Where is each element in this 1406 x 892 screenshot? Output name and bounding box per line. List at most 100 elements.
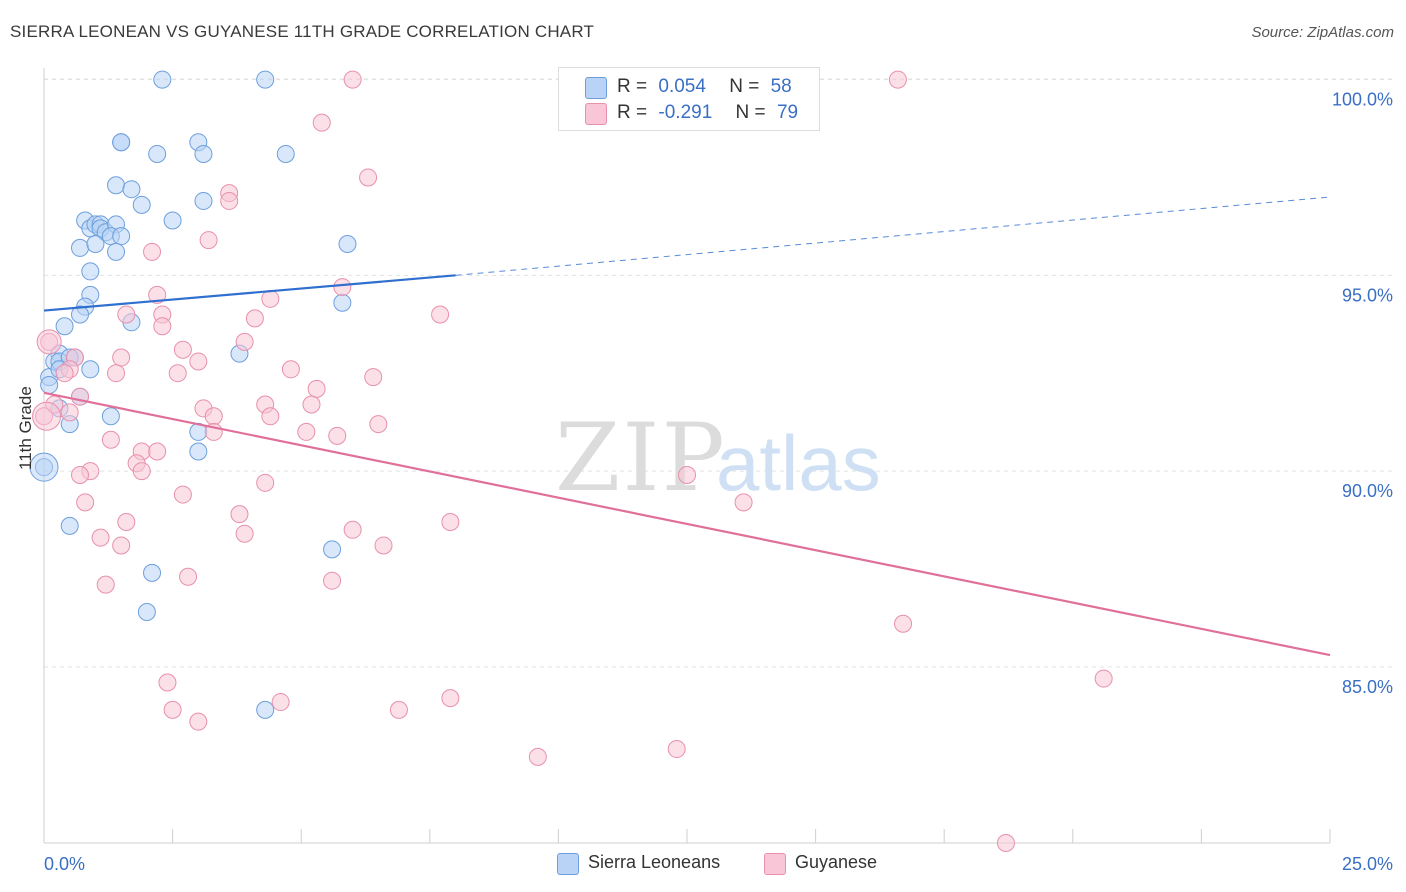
data-point (528, 747, 547, 766)
data-point (86, 235, 105, 254)
data-point (107, 364, 126, 383)
data-point (245, 309, 264, 328)
data-point (256, 70, 275, 89)
data-point (158, 673, 177, 692)
data-point (894, 614, 913, 633)
y-tick-label: 85.0% (1342, 677, 1393, 697)
data-point (132, 195, 151, 214)
data-point (194, 144, 213, 163)
data-point (194, 191, 213, 210)
data-point (678, 465, 696, 484)
data-point (148, 285, 167, 304)
chart-title: SIERRA LEONEAN VS GUYANESE 11TH GRADE CO… (10, 22, 595, 41)
data-point (189, 712, 208, 731)
data-point (189, 442, 208, 461)
data-point (107, 176, 126, 195)
data-point (71, 305, 90, 324)
data-point (112, 536, 131, 555)
data-point (163, 700, 182, 719)
data-point (220, 191, 239, 210)
data-point (338, 235, 357, 254)
legend-r-value: -0.291 (658, 102, 713, 123)
data-point (91, 528, 110, 547)
data-point (204, 407, 223, 426)
data-point (441, 512, 460, 531)
data-point (179, 567, 198, 586)
grid-lines (44, 78, 1392, 668)
data-point (328, 426, 347, 445)
data-point (112, 348, 131, 367)
data-point (117, 512, 136, 531)
source-label: Source: ZipAtlas.com (1251, 24, 1394, 41)
y-tick-label: 100.0% (1332, 90, 1393, 110)
data-point (256, 473, 275, 492)
data-point (302, 395, 321, 414)
data-point (312, 113, 331, 132)
data-point (323, 571, 342, 590)
legend-r-label: R = (617, 102, 648, 123)
watermark: ZIP atlas (555, 404, 881, 513)
data-point (323, 540, 342, 559)
data-point (81, 360, 100, 379)
data-point (148, 144, 167, 163)
legend-swatch-blue (557, 853, 579, 875)
legend-n-value: 79 (776, 102, 799, 123)
data-point (163, 211, 182, 230)
data-point (148, 442, 167, 461)
data-point (60, 516, 79, 535)
data-point (137, 603, 156, 622)
data-point (996, 834, 1015, 852)
data-point (101, 430, 120, 449)
watermark-atlas: atlas (716, 419, 881, 507)
legend-n-label: N = (729, 76, 760, 97)
data-point (235, 524, 254, 543)
data-point (153, 70, 172, 89)
data-point (364, 368, 383, 387)
data-point (281, 360, 300, 379)
data-point (76, 493, 95, 512)
data-point (374, 536, 393, 555)
trend-line-sierra-leoneans-projection (455, 196, 1331, 276)
data-point (333, 278, 352, 297)
data-point (71, 238, 90, 257)
data-point (199, 231, 218, 250)
data-point (235, 332, 254, 351)
data-point (230, 505, 249, 524)
data-point (189, 352, 208, 371)
data-point (297, 422, 316, 441)
data-point (369, 415, 388, 434)
data-point (71, 465, 90, 484)
data-point (261, 407, 280, 426)
legend-label: Guyanese (795, 852, 878, 872)
legend-swatch-blue (585, 77, 607, 99)
data-point-large (36, 329, 62, 355)
data-point (261, 289, 280, 308)
trend-line-sierra-leoneans (43, 274, 456, 312)
x-tick-label: 0.0% (44, 854, 85, 874)
data-point (888, 70, 907, 89)
watermark-zip: ZIP (555, 404, 727, 513)
data-point (132, 462, 151, 481)
legend-n-label: N = (735, 102, 766, 123)
data-point (441, 689, 460, 708)
trend-lines (43, 196, 1331, 657)
data-point (343, 520, 362, 539)
data-point (96, 575, 115, 594)
data-point (40, 375, 59, 394)
data-point (343, 70, 362, 89)
data-point (734, 493, 753, 512)
data-point (307, 379, 326, 398)
legend-swatch-pink (764, 853, 786, 875)
data-point-large (29, 452, 59, 482)
data-point (122, 180, 141, 199)
data-point (107, 242, 126, 261)
data-point (71, 387, 90, 406)
data-point (1094, 669, 1113, 688)
legend-label: Sierra Leoneans (588, 852, 721, 872)
data-point (168, 364, 187, 383)
data-point (60, 403, 79, 422)
data-point (173, 340, 192, 359)
legend-r-value: 0.054 (658, 76, 706, 97)
y-tick-label: 95.0% (1342, 285, 1393, 305)
